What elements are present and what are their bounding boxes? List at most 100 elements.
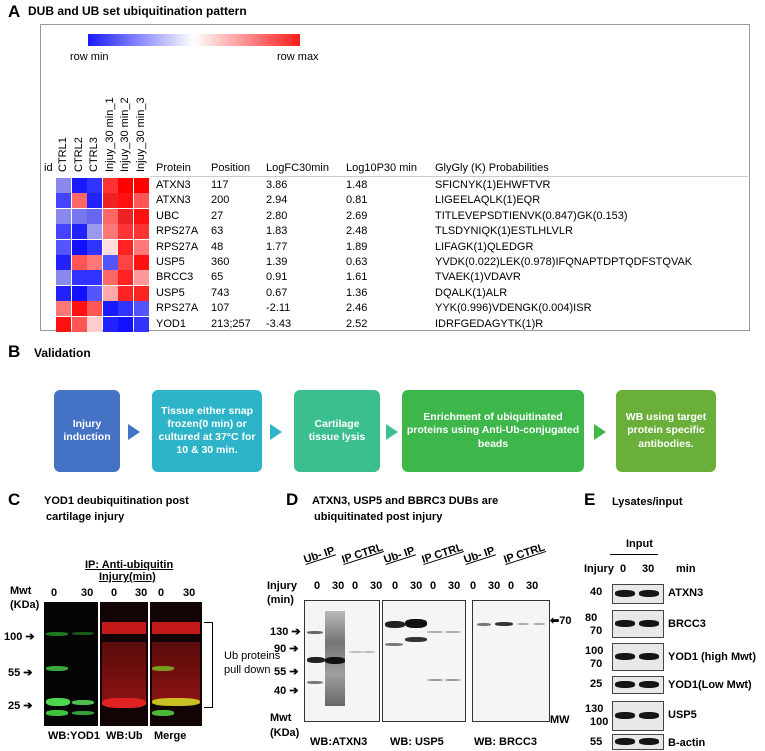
ub-bracket <box>204 622 213 708</box>
table-cell-protein: USP5 <box>156 286 185 299</box>
marker-e: 55 <box>590 736 603 748</box>
band-e <box>639 681 659 688</box>
sample-label: Injuy_30 min_3 <box>134 97 147 172</box>
table-cell-position: 743 <box>211 286 230 299</box>
lane-label: 30 <box>370 580 383 592</box>
heatmap-cell <box>133 270 149 286</box>
heatmap-cell <box>71 270 87 286</box>
heatmap-cell <box>87 285 102 301</box>
sample-label: CTRL3 <box>88 137 100 172</box>
marker-d-70: ⬅70 <box>550 615 572 627</box>
band-e <box>639 620 659 627</box>
panel-d-title-2: ubiquitinated post injury <box>314 511 443 523</box>
heatmap-cell <box>56 208 71 224</box>
flow-step-5: WB using target protein specific antibod… <box>616 390 716 472</box>
blot-brcc3 <box>472 600 550 722</box>
panel-d-title-1: ATXN3, USP5 and BBRC3 DUBs are <box>312 495 499 507</box>
table-cell-protein: RPS27A <box>156 240 199 253</box>
table-cell-logfc: 0.67 <box>266 286 288 299</box>
band-e <box>639 590 659 597</box>
heatmap-cell <box>133 255 149 270</box>
flow-arrow-3 <box>386 424 398 440</box>
group-label: IP CTRL <box>420 541 465 566</box>
header-protein: Protein <box>156 162 191 174</box>
marker-e: 130 <box>585 703 604 715</box>
table-cell-protein: RPS27A <box>156 302 199 315</box>
lane-c-5: 0 <box>158 587 165 599</box>
lane-label: 30 <box>410 580 423 592</box>
panel-c-letter: C <box>8 490 21 509</box>
table-cell-protein: YOD1 <box>156 317 186 330</box>
heatmap-cell <box>56 270 71 286</box>
lane-c-3: 0 <box>111 587 118 599</box>
table-cell-protein: UBC <box>156 209 180 222</box>
marker-c-25: 25 ➔ <box>8 700 33 712</box>
heatmap-cell <box>118 255 133 270</box>
table-cell-protein: ATXN3 <box>156 179 191 191</box>
header-logp: Log10P30 min <box>346 162 417 174</box>
header-glygly: GlyGly (K) Probabilities <box>435 162 549 174</box>
heatmap-cell <box>133 316 149 332</box>
table-cell-protein: RPS27A <box>156 225 199 238</box>
panel-c-title-2: cartilage injury <box>46 511 125 523</box>
table-cell-glygly: TITLEVEPSDTIENVK(0.847)GK(0.153) <box>435 209 628 222</box>
heatmap-cell <box>87 239 102 255</box>
heatmap-cell <box>56 285 71 301</box>
blot-e <box>612 676 664 694</box>
table-cell-logp: 2.69 <box>346 209 368 222</box>
protein-label-e: YOD1 (high Mwt) <box>668 651 756 663</box>
injury-label-d: Injury <box>267 580 297 592</box>
table-cell-glygly: IDRFGEDAGYTK(1)R <box>435 317 544 330</box>
heatmap-cell <box>56 316 71 332</box>
heatmap-cell <box>56 224 71 240</box>
sample-label: Injuy_30 min_1 <box>103 97 116 172</box>
group-label: IP CTRL <box>340 541 385 566</box>
lane-c-1: 0 <box>51 587 58 599</box>
marker-d-90: 90 ➔ <box>274 643 299 655</box>
protein-label-e: B-actin <box>668 737 706 749</box>
sample-label: CTRL2 <box>72 137 85 172</box>
table-cell-glygly: SFICNYK(1)EHWFTVR <box>435 179 551 191</box>
table-cell-position: 27 <box>211 209 224 222</box>
flow-arrow-2 <box>270 424 282 440</box>
table-cell-protein: BRCC3 <box>156 271 194 284</box>
band-e <box>615 738 635 745</box>
marker-e: 40 <box>590 586 603 598</box>
table-cell-position: 117 <box>211 179 229 191</box>
heatmap-cell <box>102 193 118 209</box>
blot-e <box>612 643 664 671</box>
heatmap-cell <box>102 316 118 332</box>
table-cell-position: 200 <box>211 194 230 207</box>
table-cell-position: 360 <box>211 256 230 268</box>
table-cell-glygly: YYK(0.996)VDENGK(0.004)ISR <box>435 302 592 315</box>
lane-label: 30 <box>526 580 539 592</box>
heatmap-cell <box>87 178 102 193</box>
band-e <box>639 653 659 660</box>
bracket-text-1: Ub proteins <box>224 650 281 662</box>
heatmap-cell <box>118 270 133 286</box>
heatmap-cell <box>102 178 118 193</box>
injury-min-label: Injury(min) <box>99 571 156 583</box>
heatmap-cell <box>87 255 102 270</box>
panel-c-title-1: YOD1 deubiquitination post <box>44 495 189 507</box>
table-cell-position: 213;257 <box>211 317 251 330</box>
lane-label: 0 <box>352 580 359 592</box>
table-cell-glygly: LIGEELAQLK(1)EQR <box>435 194 541 207</box>
lane-label: 0 <box>392 580 399 592</box>
mwt-label-d: Mwt <box>270 712 292 724</box>
heatmap-cell <box>87 301 102 317</box>
panel-a-title: DUB and UB set ubiquitination pattern <box>28 4 247 18</box>
lane-label: 0 <box>508 580 515 592</box>
heatmap-cell <box>71 239 87 255</box>
kda-label-d: (KDa) <box>270 727 300 739</box>
blot-merge <box>150 602 202 726</box>
heatmap-cell <box>71 224 87 240</box>
heatmap-cell <box>102 255 118 270</box>
heatmap-cell <box>56 301 71 317</box>
header-position: Position <box>211 162 251 174</box>
heatmap-cell <box>118 224 133 240</box>
group-label: IP CTRL <box>502 541 547 566</box>
heatmap-cell <box>102 208 118 224</box>
marker-e-2: 70 <box>590 658 603 670</box>
scale-min-label: row min <box>70 51 109 63</box>
